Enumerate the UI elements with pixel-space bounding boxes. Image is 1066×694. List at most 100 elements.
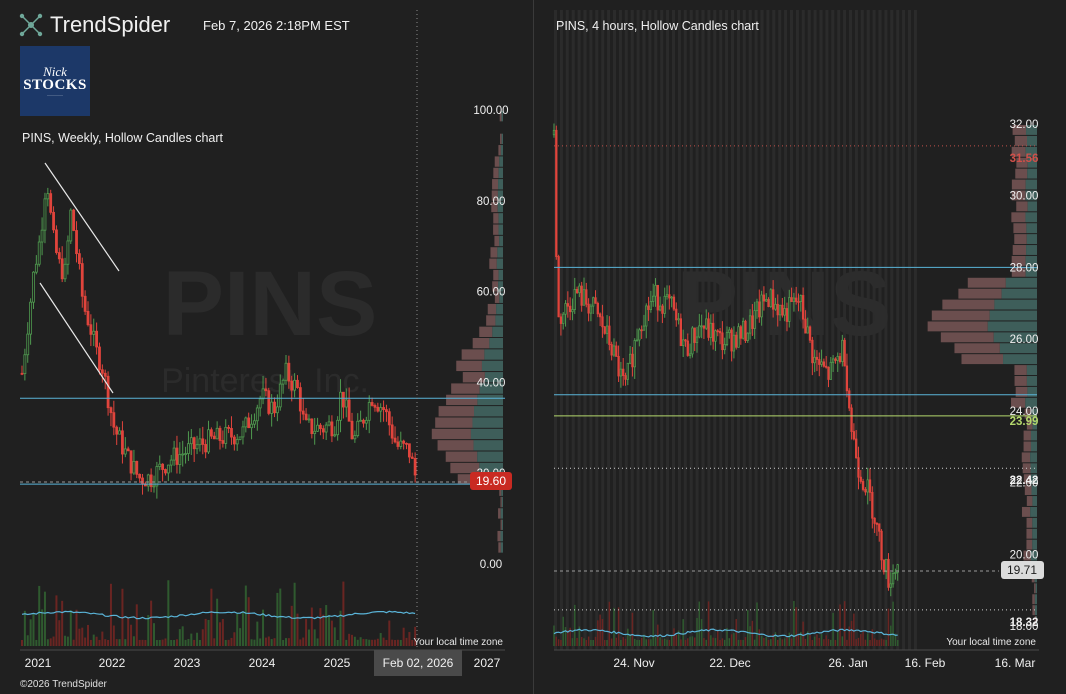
volume-bar — [800, 631, 802, 646]
profile-bar-buy — [1031, 474, 1037, 485]
candle — [407, 443, 411, 464]
volume-bar — [394, 639, 397, 646]
volume-bar — [262, 609, 265, 646]
profile-bar-sell — [451, 383, 480, 394]
volume-bar — [710, 635, 712, 646]
volume-bar — [749, 626, 751, 646]
session-band — [819, 10, 823, 650]
candle — [573, 277, 576, 314]
four-hour-chart[interactable]: PINS PINS, 4 hours, Hollow Candles chart… — [534, 0, 1066, 694]
volume-bar — [693, 637, 696, 646]
profile-bar-buy — [501, 519, 503, 530]
profile-bar-buy — [1025, 212, 1037, 223]
volume-bar — [620, 640, 622, 646]
volume-bar — [580, 636, 583, 646]
candle — [709, 314, 713, 346]
profile-bar-buy — [1035, 583, 1037, 594]
volume-bar — [590, 639, 592, 646]
volume-bar — [141, 639, 144, 646]
volume-bar — [645, 639, 648, 646]
candle — [564, 300, 567, 327]
volume-bar — [855, 639, 857, 646]
volume-bar — [362, 639, 365, 646]
volume-bar — [307, 629, 310, 646]
profile-bar-buy — [1027, 168, 1037, 179]
candle — [831, 355, 835, 372]
volume-bar — [680, 639, 682, 646]
volume-bar — [576, 637, 578, 646]
candle — [227, 424, 231, 434]
candle — [889, 572, 892, 597]
session-band — [701, 10, 705, 650]
volume-bar — [219, 622, 221, 646]
volume-bar — [388, 620, 391, 646]
volume-bar — [376, 638, 379, 646]
candle — [880, 529, 883, 570]
volume-bar — [636, 639, 638, 646]
volume-bar — [788, 632, 791, 646]
candle — [891, 564, 895, 588]
profile-bar-buy — [498, 167, 503, 179]
volume-bar — [677, 630, 680, 646]
profile-bar-buy — [994, 299, 1037, 310]
session-band — [795, 10, 799, 650]
profile-bar-sell — [1012, 125, 1027, 135]
candle — [184, 446, 187, 464]
volume-bar — [687, 638, 689, 646]
profile-bar-buy — [479, 462, 503, 474]
candle — [106, 371, 110, 416]
candle — [273, 397, 276, 418]
weekly-chart[interactable]: PINS Pinterest, Inc. PINS, Weekly, Hollo… — [0, 0, 533, 694]
candle — [410, 452, 414, 459]
candle — [836, 352, 839, 372]
volume-bar — [712, 637, 714, 646]
volume-bar — [744, 637, 747, 646]
volume-bar — [221, 619, 224, 646]
trendline-upper[interactable] — [44, 162, 120, 272]
volume-bar — [763, 638, 765, 646]
trendline-lower[interactable] — [39, 282, 114, 394]
candle — [776, 294, 779, 327]
candle — [376, 402, 380, 413]
volume-bar — [583, 638, 585, 646]
volume-bars — [553, 600, 899, 646]
candle — [656, 284, 659, 322]
volume-bar — [802, 621, 804, 646]
candle — [739, 324, 742, 345]
profile-bar-buy — [484, 349, 503, 360]
y-tick-label: 20.00 — [1010, 549, 1039, 561]
profile-bar-sell — [1021, 452, 1031, 463]
candle — [287, 355, 291, 389]
candle — [255, 404, 259, 431]
volume-bar — [753, 639, 756, 646]
session-band — [884, 10, 888, 650]
candle — [86, 301, 90, 327]
candle — [829, 357, 832, 380]
volume-bar — [41, 609, 44, 646]
candle — [850, 404, 853, 440]
candle — [619, 361, 623, 388]
horizontal-levels[interactable]: 31.56 22.42 18.32 23.99 — [554, 145, 1038, 629]
volume-bar — [92, 634, 95, 646]
volume-bar — [726, 628, 728, 646]
candle — [601, 304, 604, 338]
candle — [670, 295, 673, 308]
candle — [336, 416, 340, 441]
session-band — [908, 10, 911, 650]
candle — [645, 303, 648, 339]
profile-bar-sell — [1023, 430, 1031, 441]
profile-bar-sell — [1014, 365, 1027, 375]
volume-bar — [408, 632, 411, 646]
profile-bar-buy — [500, 530, 503, 542]
volume-bar — [825, 635, 827, 646]
timezone-note: Your local time zone — [946, 637, 1036, 648]
profile-bar-buy — [1031, 408, 1037, 419]
horizontal-levels[interactable] — [20, 397, 505, 485]
profile-bar-buy — [1026, 365, 1037, 375]
profile-bar-buy — [1025, 146, 1037, 157]
volume-bar — [795, 607, 797, 646]
volume-bar — [207, 619, 210, 646]
candle — [26, 322, 30, 363]
candle — [55, 225, 58, 255]
candle — [605, 315, 609, 344]
